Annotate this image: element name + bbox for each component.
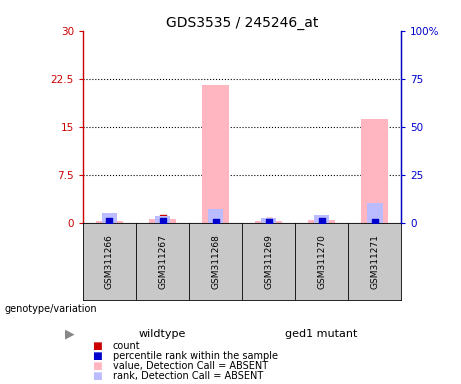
Text: ▶: ▶ — [65, 328, 74, 341]
Text: ged1 mutant: ged1 mutant — [285, 329, 358, 339]
Point — [371, 218, 378, 224]
Text: GSM311269: GSM311269 — [264, 234, 273, 288]
Point — [159, 218, 166, 224]
Text: wildtype: wildtype — [139, 329, 186, 339]
Bar — [260, 218, 277, 223]
Point — [318, 217, 325, 223]
Text: GSM311270: GSM311270 — [317, 234, 326, 288]
Point — [371, 219, 378, 225]
Text: ■: ■ — [92, 351, 102, 361]
Text: rank, Detection Call = ABSENT: rank, Detection Call = ABSENT — [113, 371, 263, 381]
Point — [106, 217, 113, 223]
Bar — [96, 221, 123, 223]
Text: ■: ■ — [92, 371, 102, 381]
Bar — [202, 85, 229, 223]
Bar — [313, 215, 330, 223]
Bar — [255, 222, 282, 223]
Bar — [366, 203, 383, 223]
Point — [212, 219, 219, 225]
Text: GSM311268: GSM311268 — [211, 234, 220, 288]
Title: GDS3535 / 245246_at: GDS3535 / 245246_at — [166, 16, 318, 30]
Text: GSM311267: GSM311267 — [158, 234, 167, 288]
Text: ■: ■ — [92, 361, 102, 371]
Bar — [308, 220, 335, 223]
Point — [159, 215, 166, 221]
Bar — [207, 209, 224, 223]
Point — [265, 219, 272, 225]
Text: GSM311271: GSM311271 — [370, 234, 379, 288]
Text: GSM311266: GSM311266 — [105, 234, 114, 288]
Bar — [361, 119, 388, 223]
Point — [318, 217, 325, 223]
Point — [106, 218, 113, 224]
Point — [212, 218, 219, 224]
Bar — [149, 219, 176, 223]
Bar — [101, 213, 118, 223]
Text: value, Detection Call = ABSENT: value, Detection Call = ABSENT — [113, 361, 268, 371]
Bar — [154, 216, 171, 223]
Text: genotype/variation: genotype/variation — [5, 304, 97, 314]
Text: ■: ■ — [92, 341, 102, 351]
Text: percentile rank within the sample: percentile rank within the sample — [113, 351, 278, 361]
Point — [265, 218, 272, 224]
Text: count: count — [113, 341, 141, 351]
